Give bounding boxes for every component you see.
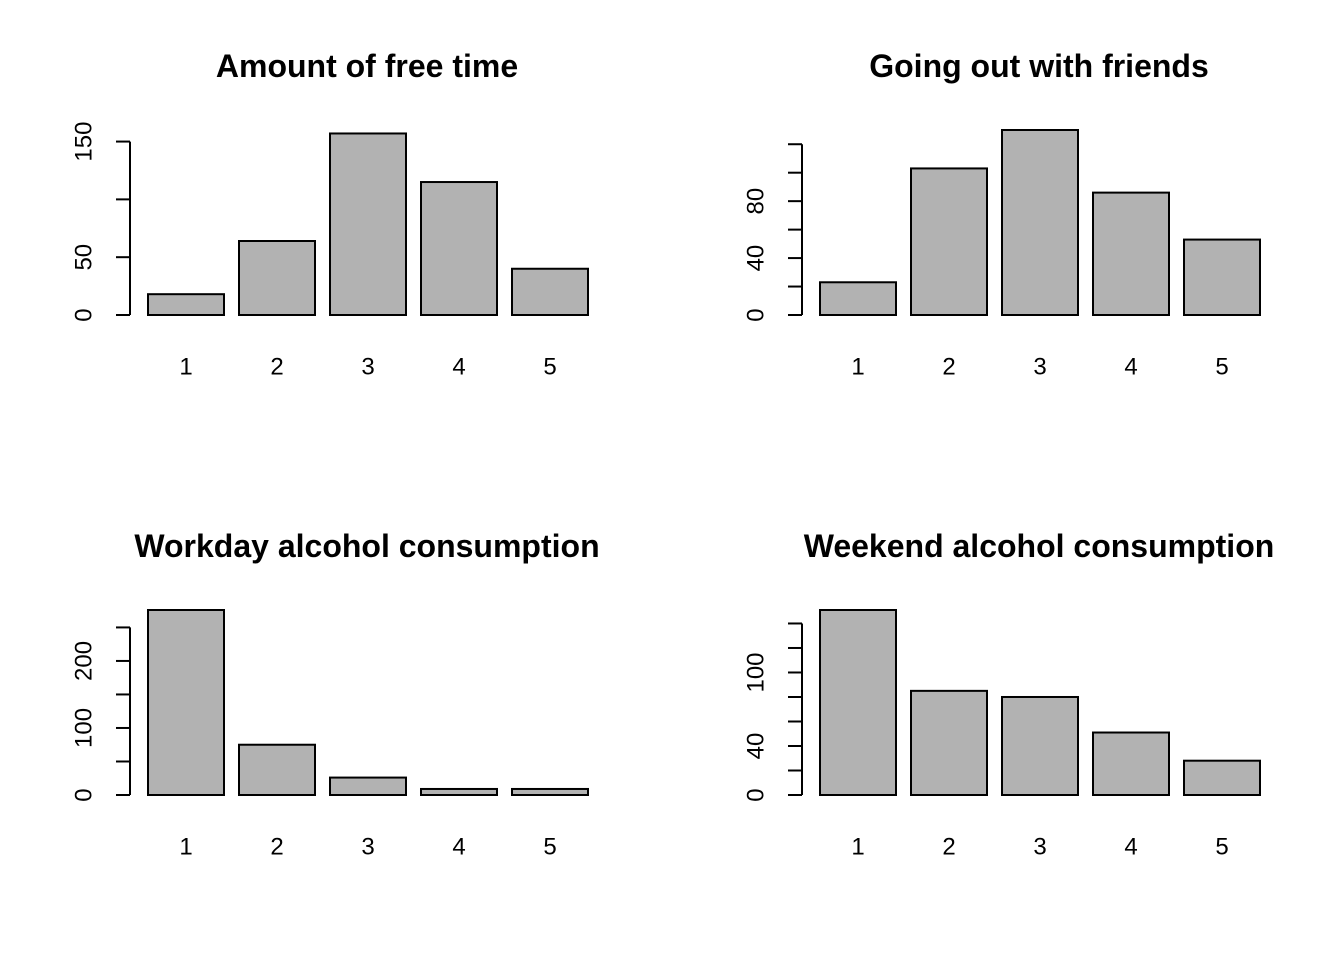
y-tick-label: 80 xyxy=(743,188,770,215)
y-tick-label: 0 xyxy=(743,308,770,321)
x-tick-label: 1 xyxy=(179,834,192,861)
x-tick-label: 2 xyxy=(942,354,955,381)
chart-panel-3: Workday alcohol consumption 1 2 3 4 5 0 100 200 xyxy=(71,528,600,861)
chart-title: Amount of free time xyxy=(216,48,518,84)
chart-panel-2: Going out with friends 1 2 3 4 5 0 40 80 xyxy=(743,48,1261,381)
x-tick-label: 4 xyxy=(1124,834,1137,861)
y-tick-label: 40 xyxy=(743,733,770,760)
x-tick-label: 5 xyxy=(543,354,556,381)
bar-5 xyxy=(1183,759,1261,797)
y-tick-label: 150 xyxy=(71,122,98,162)
bar-2 xyxy=(238,240,316,316)
y-tick-label: 0 xyxy=(71,788,98,801)
x-tick-label: 1 xyxy=(851,834,864,861)
y-tick-label: 100 xyxy=(71,708,98,748)
bar-4 xyxy=(420,787,498,797)
bar-3 xyxy=(329,132,407,316)
bar-5 xyxy=(511,267,589,316)
y-tick-label: 40 xyxy=(743,245,770,272)
bar-4 xyxy=(420,181,498,316)
bar-2 xyxy=(910,689,988,796)
x-tick-label: 1 xyxy=(179,354,192,381)
x-tick-label: 2 xyxy=(270,354,283,381)
x-tick-label: 4 xyxy=(1124,354,1137,381)
bar-3 xyxy=(1001,695,1079,796)
x-tick-label: 3 xyxy=(1033,834,1046,861)
bar-3 xyxy=(329,776,407,796)
bar-4 xyxy=(1092,191,1170,316)
x-tick-label: 3 xyxy=(1033,354,1046,381)
bar-1 xyxy=(147,293,225,316)
x-tick-label: 5 xyxy=(543,834,556,861)
bar-1 xyxy=(819,609,897,796)
bar-1 xyxy=(147,609,225,796)
x-tick-label: 5 xyxy=(1215,354,1228,381)
bar-2 xyxy=(910,167,988,316)
chart-panel-4: Weekend alcohol consumption 1 2 3 4 5 0 40 100 xyxy=(743,528,1275,861)
y-tick-label: 0 xyxy=(71,308,98,321)
y-tick-label: 50 xyxy=(71,244,98,271)
bar-4 xyxy=(1092,731,1170,796)
x-tick-label: 3 xyxy=(361,834,374,861)
x-tick-label: 4 xyxy=(452,354,465,381)
x-tick-label: 4 xyxy=(452,834,465,861)
chart-title: Workday alcohol consumption xyxy=(134,528,599,564)
chart-title: Going out with friends xyxy=(869,48,1209,84)
x-tick-label: 1 xyxy=(851,354,864,381)
chart-title: Weekend alcohol consumption xyxy=(804,528,1275,564)
x-tick-label: 2 xyxy=(270,834,283,861)
bar-3 xyxy=(1001,129,1079,316)
x-tick-label: 3 xyxy=(361,354,374,381)
y-tick-label: 0 xyxy=(743,788,770,801)
bar-2 xyxy=(238,743,316,797)
bar-1 xyxy=(819,281,897,316)
x-tick-label: 2 xyxy=(942,834,955,861)
bar-5 xyxy=(511,787,589,797)
bar-5 xyxy=(1183,238,1261,316)
x-tick-label: 5 xyxy=(1215,834,1228,861)
y-tick-label: 200 xyxy=(71,641,98,681)
y-tick-label: 100 xyxy=(743,652,770,692)
